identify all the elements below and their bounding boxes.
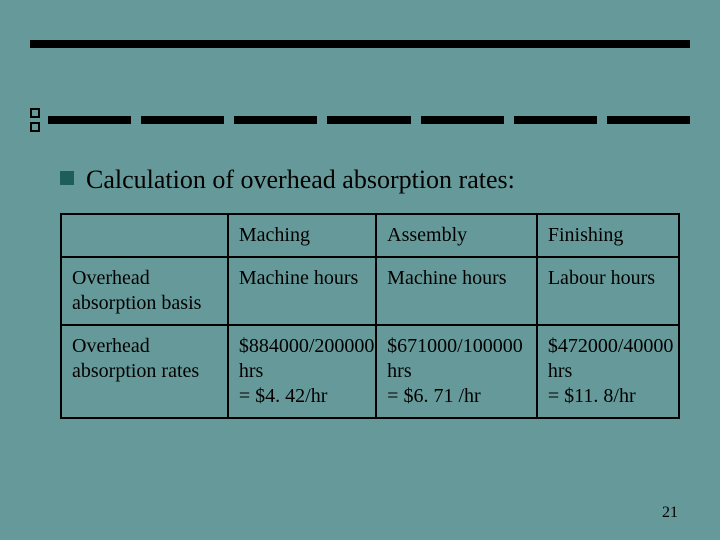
heading-row: Calculation of overhead absorption rates… <box>60 165 680 195</box>
dash-icon <box>234 116 317 124</box>
table-header-cell: Assembly <box>376 214 537 257</box>
table-cell: Machine hours <box>376 257 537 325</box>
rates-table: MachingAssemblyFinishing Overhead absorpt… <box>60 213 680 419</box>
decoration-squares <box>30 108 40 132</box>
table-row-label: Overhead absorption rates <box>61 325 228 418</box>
table-header-cell: Maching <box>228 214 376 257</box>
dash-icon <box>141 116 224 124</box>
slide-decoration <box>30 40 690 132</box>
table-cell: $472000/40000 hrs = $11. 8/hr <box>537 325 679 418</box>
slide-heading: Calculation of overhead absorption rates… <box>86 165 515 195</box>
decoration-dashes <box>48 116 690 124</box>
dash-icon <box>421 116 504 124</box>
slide-content: Calculation of overhead absorption rates… <box>60 165 680 419</box>
table-header-cell: Finishing <box>537 214 679 257</box>
square-icon <box>30 108 40 118</box>
dash-icon <box>327 116 410 124</box>
dash-icon <box>607 116 690 124</box>
table-cell: $671000/100000 hrs = $6. 71 /hr <box>376 325 537 418</box>
table-cell: Labour hours <box>537 257 679 325</box>
dash-row <box>30 108 690 132</box>
table-header-cell <box>61 214 228 257</box>
top-bar <box>30 40 690 48</box>
table-cell: Machine hours <box>228 257 376 325</box>
square-icon <box>30 122 40 132</box>
table-row-label: Overhead absorption basis <box>61 257 228 325</box>
table-cell: $884000/200000 hrs = $4. 42/hr <box>228 325 376 418</box>
bullet-icon <box>60 171 74 185</box>
page-number: 21 <box>662 504 678 522</box>
dash-icon <box>48 116 131 124</box>
dash-icon <box>514 116 597 124</box>
